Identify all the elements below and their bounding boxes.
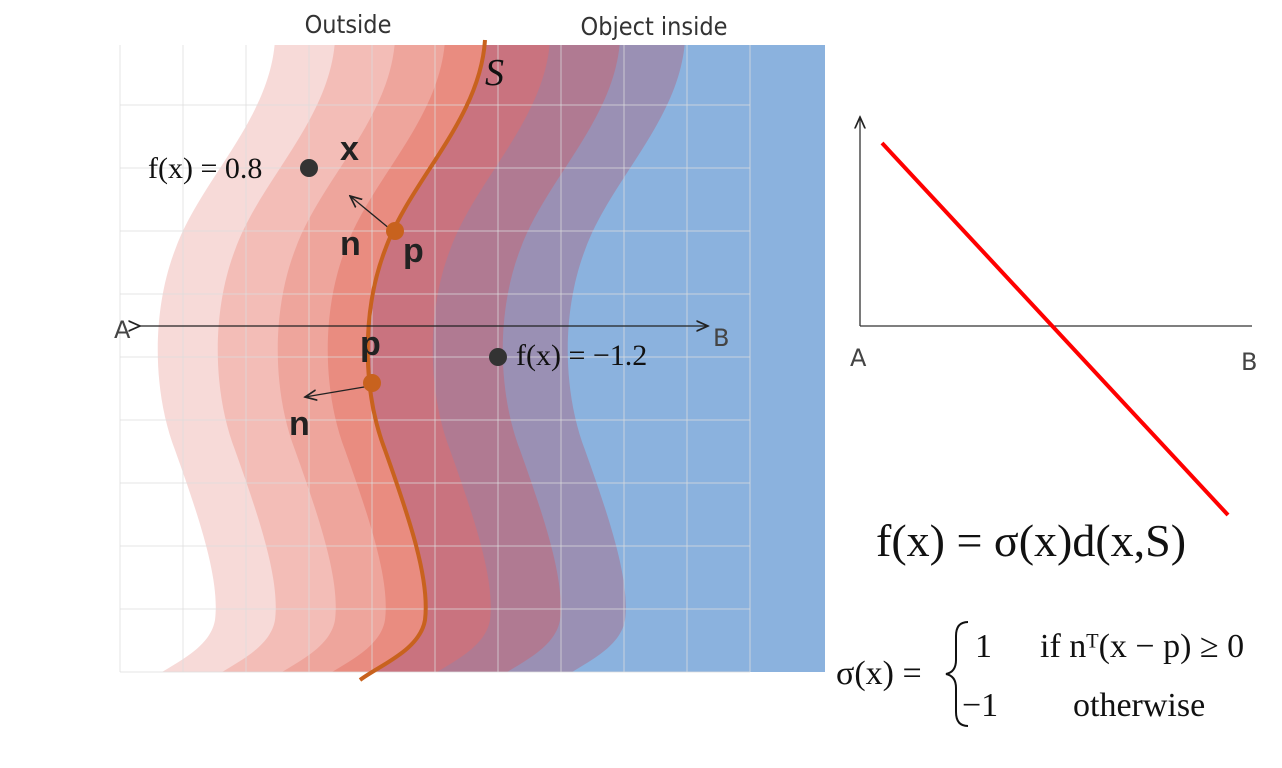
outside-label: Outside bbox=[305, 10, 392, 39]
n-label: n bbox=[289, 405, 310, 443]
p-label: p bbox=[360, 325, 381, 363]
p-label: p bbox=[403, 232, 424, 270]
surface-point bbox=[363, 374, 381, 392]
surface-curve bbox=[358, 39, 487, 682]
inside-label: Object inside bbox=[581, 12, 728, 41]
point-label: f(x) = −1.2 bbox=[516, 339, 647, 372]
distance-bands bbox=[157, 45, 825, 672]
grid bbox=[119, 45, 751, 673]
query-point bbox=[489, 348, 507, 366]
b-label: B bbox=[713, 324, 729, 352]
surface-label: S bbox=[485, 52, 504, 94]
b-label: B bbox=[1241, 348, 1257, 376]
case-condition: if nᵀ(x − p) ≥ 0 bbox=[1040, 628, 1244, 665]
distance-band bbox=[567, 45, 825, 672]
a-label: A bbox=[850, 344, 867, 372]
case-condition: otherwise bbox=[1073, 687, 1205, 724]
brace bbox=[945, 621, 969, 727]
case-value: 1 bbox=[975, 628, 992, 665]
normal-arrow bbox=[305, 385, 371, 397]
sdf-line bbox=[880, 141, 1230, 517]
surface-point bbox=[386, 222, 404, 240]
case-value: −1 bbox=[962, 687, 998, 724]
x-label: x bbox=[340, 130, 359, 168]
point-label: f(x) = 0.8 bbox=[148, 152, 262, 185]
sdf-formula: f(x) = σ(x)d(x,S) bbox=[876, 515, 1186, 566]
n-label: n bbox=[340, 225, 361, 263]
query-point bbox=[300, 159, 318, 177]
sigma-lhs: σ(x) = bbox=[836, 655, 922, 692]
normal-arrow bbox=[350, 196, 391, 230]
a-label: A bbox=[114, 316, 131, 344]
